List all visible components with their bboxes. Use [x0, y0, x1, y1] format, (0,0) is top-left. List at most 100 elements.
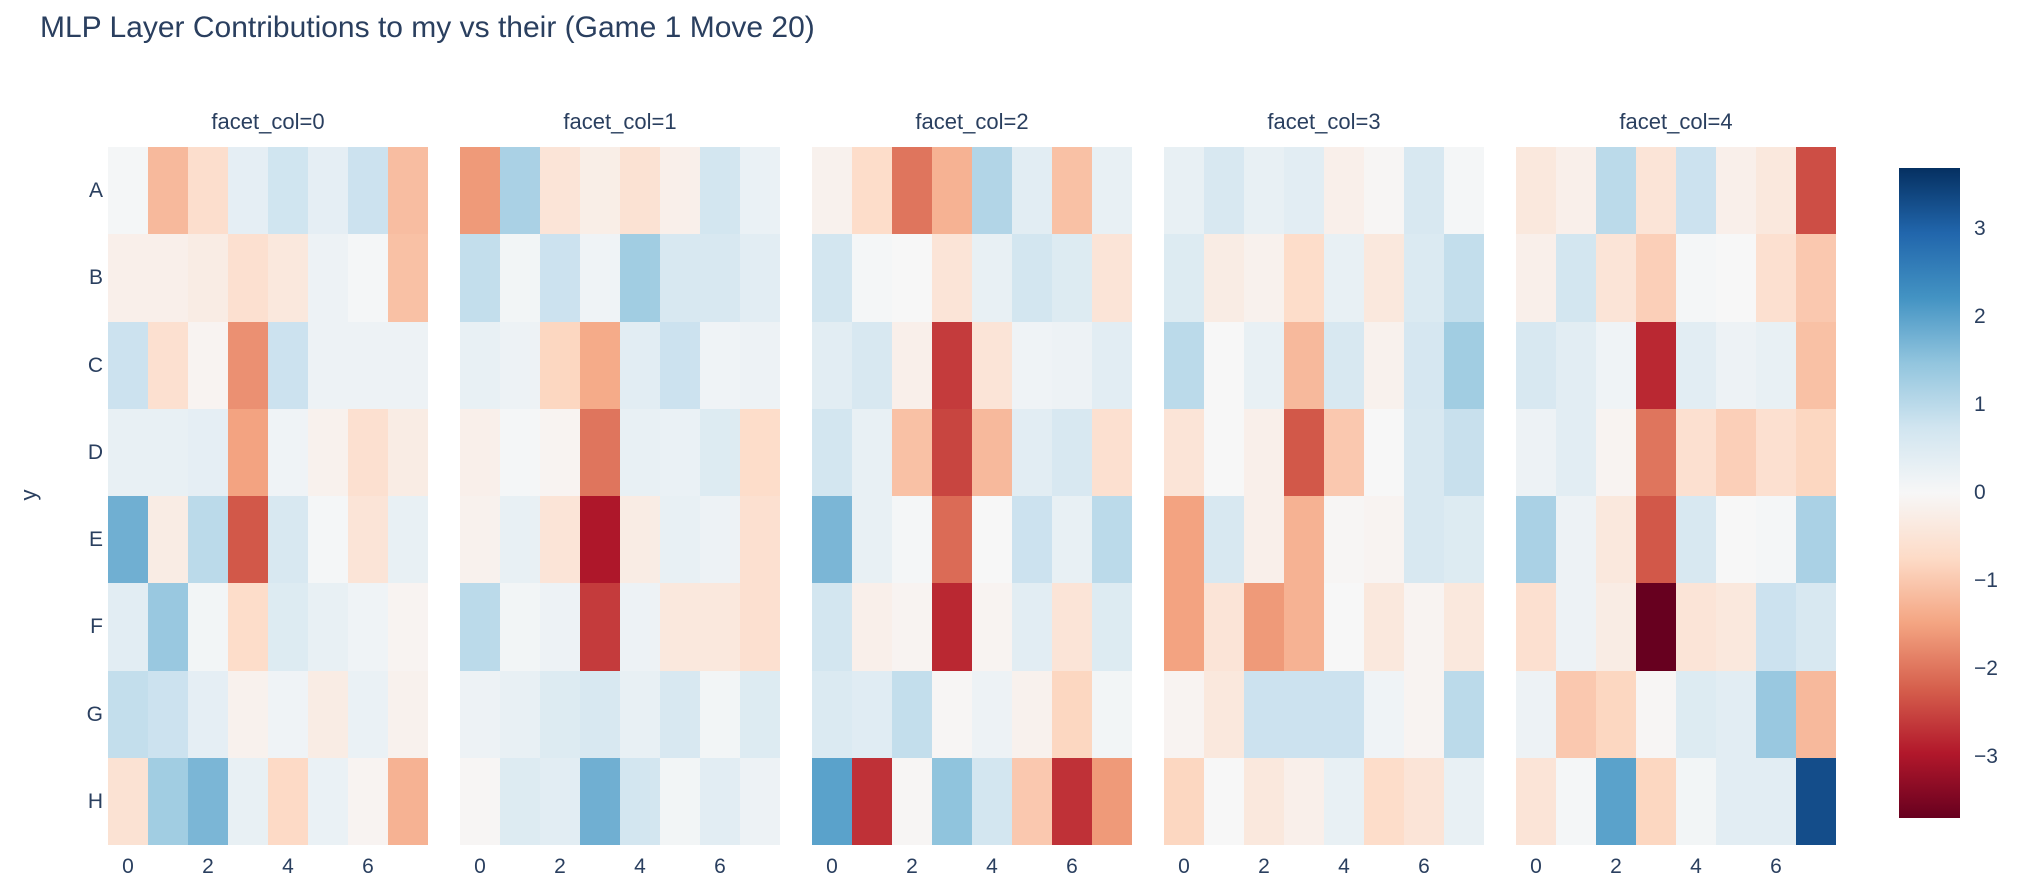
heatmap-cell-f2-E4	[972, 496, 1012, 584]
heatmap-cell-f0-B3	[228, 234, 268, 322]
heatmap-cell-f1-D0	[460, 408, 500, 496]
heatmap-cell-f2-C2	[892, 321, 932, 409]
heatmap-cell-f4-D6	[1756, 408, 1796, 496]
x-tick-f3-0: 0	[1178, 855, 1190, 878]
heatmap-cell-f2-E3	[932, 496, 972, 584]
heatmap-cell-f2-G3	[932, 670, 972, 758]
heatmap-cell-f4-G3	[1636, 670, 1676, 758]
heatmap-cell-f3-E4	[1324, 496, 1364, 584]
heatmap-cell-f0-E3	[228, 496, 268, 584]
heatmap-cell-f1-G4	[620, 670, 660, 758]
heatmap-facet-4[interactable]	[1516, 147, 1836, 845]
heatmap-cell-f4-A1	[1556, 147, 1596, 235]
heatmap-cell-f3-F1	[1204, 583, 1244, 671]
heatmap-cell-f3-E5	[1364, 496, 1404, 584]
heatmap-cell-f3-C0	[1164, 321, 1204, 409]
heatmap-cell-f3-H1	[1204, 757, 1244, 845]
heatmap-cell-f4-B4	[1676, 234, 1716, 322]
heatmap-cell-f0-B2	[188, 234, 228, 322]
heatmap-cell-f2-D6	[1052, 408, 1092, 496]
heatmap-cell-f0-H4	[268, 757, 308, 845]
heatmap-facet-1[interactable]	[460, 147, 780, 845]
heatmap-cell-f4-A3	[1636, 147, 1676, 235]
heatmap-cell-f1-E3	[580, 496, 620, 584]
heatmap-cell-f4-C3	[1636, 321, 1676, 409]
heatmap-cell-f2-H4	[972, 757, 1012, 845]
x-tick-f4-3: 6	[1770, 855, 1782, 878]
heatmap-cell-f3-H0	[1164, 757, 1204, 845]
heatmap-cell-f2-E0	[812, 496, 852, 584]
heatmap-cell-f3-E3	[1284, 496, 1324, 584]
heatmap-cell-f4-B2	[1596, 234, 1636, 322]
facet-label-0: facet_col=0	[211, 109, 325, 134]
heatmap-cell-f0-G6	[348, 670, 388, 758]
heatmap-cell-f1-A4	[620, 147, 660, 235]
heatmap-cell-f3-C3	[1284, 321, 1324, 409]
heatmap-cell-f4-F5	[1716, 583, 1756, 671]
heatmap-cell-f3-D3	[1284, 408, 1324, 496]
heatmap-facet-2[interactable]	[812, 147, 1132, 845]
heatmap-cell-f1-D2	[540, 408, 580, 496]
heatmap-cell-f2-G7	[1092, 670, 1132, 758]
x-tick-f1-3: 6	[714, 855, 726, 878]
heatmap-cell-f4-G6	[1756, 670, 1796, 758]
heatmap-cell-f0-H5	[308, 757, 348, 845]
heatmap-cell-f0-C4	[268, 321, 308, 409]
heatmap-cell-f1-A3	[580, 147, 620, 235]
heatmap-cell-f3-C2	[1244, 321, 1284, 409]
heatmap-cell-f4-A4	[1676, 147, 1716, 235]
heatmap-cell-f3-A1	[1204, 147, 1244, 235]
heatmap-cell-f1-A7	[740, 147, 780, 235]
heatmap-cell-f0-C7	[388, 321, 428, 409]
heatmap-facet-0[interactable]	[108, 147, 428, 845]
heatmap-cell-f0-D6	[348, 408, 388, 496]
heatmap-cell-f4-B1	[1556, 234, 1596, 322]
heatmap-cell-f0-D2	[188, 408, 228, 496]
x-tick-f0-0: 0	[122, 855, 134, 878]
colorbar-tick-1: 1	[1974, 393, 1986, 417]
heatmap-cell-f4-F1	[1556, 583, 1596, 671]
heatmap-cell-f2-A5	[1012, 147, 1052, 235]
heatmap-cell-f0-F7	[388, 583, 428, 671]
x-tick-f3-2: 4	[1338, 855, 1350, 878]
x-tick-f0-2: 4	[282, 855, 294, 878]
heatmap-cell-f4-G7	[1796, 670, 1836, 758]
colorbar-tick--1: −1	[1974, 568, 1998, 592]
x-tick-f1-0: 0	[474, 855, 486, 878]
heatmap-cell-f1-F5	[660, 583, 700, 671]
heatmap-cell-f3-B3	[1284, 234, 1324, 322]
heatmap-cell-f0-B7	[388, 234, 428, 322]
heatmap-cell-f1-C6	[700, 321, 740, 409]
heatmap-cell-f3-A0	[1164, 147, 1204, 235]
heatmap-cell-f1-D6	[700, 408, 740, 496]
heatmap-cell-f2-B7	[1092, 234, 1132, 322]
heatmap-cell-f0-F4	[268, 583, 308, 671]
heatmap-cell-f4-E1	[1556, 496, 1596, 584]
heatmap-cell-f1-G0	[460, 670, 500, 758]
heatmap-cell-f3-F0	[1164, 583, 1204, 671]
heatmap-cell-f1-A2	[540, 147, 580, 235]
heatmap-cell-f2-F4	[972, 583, 1012, 671]
heatmap-cell-f1-A5	[660, 147, 700, 235]
heatmap-cell-f3-H2	[1244, 757, 1284, 845]
heatmap-cell-f2-E6	[1052, 496, 1092, 584]
heatmap-cell-f0-C5	[308, 321, 348, 409]
colorbar-tick--3: −3	[1974, 744, 1998, 768]
heatmap-cell-f2-E2	[892, 496, 932, 584]
heatmap-cell-f4-C5	[1716, 321, 1756, 409]
heatmap-cell-f4-E2	[1596, 496, 1636, 584]
heatmap-cell-f4-D5	[1716, 408, 1756, 496]
heatmap-cell-f4-E5	[1716, 496, 1756, 584]
heatmap-cell-f0-C2	[188, 321, 228, 409]
x-tick-f0-3: 6	[362, 855, 374, 878]
heatmap-cell-f3-E0	[1164, 496, 1204, 584]
heatmap-cell-f4-C7	[1796, 321, 1836, 409]
heatmap-cell-f4-E4	[1676, 496, 1716, 584]
heatmap-facet-3[interactable]	[1164, 147, 1484, 845]
heatmap-cell-f3-H6	[1404, 757, 1444, 845]
heatmap-cell-f4-C0	[1516, 321, 1556, 409]
heatmap-cell-f1-C1	[500, 321, 540, 409]
heatmap-cell-f0-H0	[108, 757, 148, 845]
heatmap-cell-f3-D0	[1164, 408, 1204, 496]
heatmap-cell-f2-H3	[932, 757, 972, 845]
